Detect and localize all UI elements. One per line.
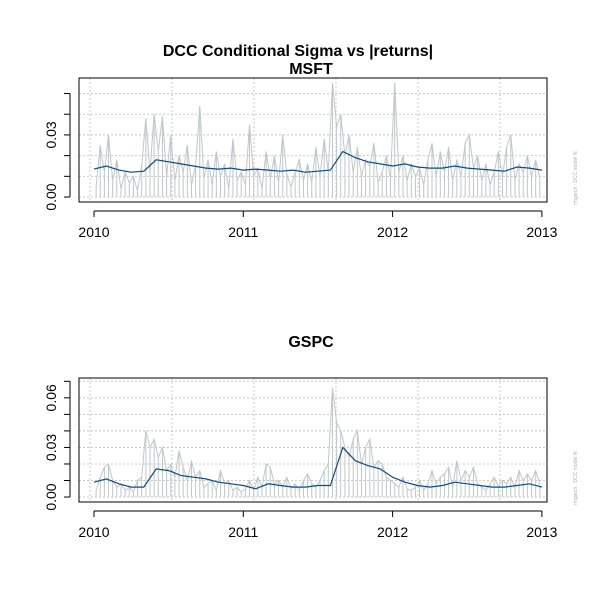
- y-tick-label: 0.03: [43, 121, 59, 148]
- plot-frame: [78, 77, 548, 203]
- x-tick-label: 2013: [526, 224, 557, 240]
- sigma-series: [93, 150, 542, 173]
- x-tick-label: 2010: [78, 524, 109, 540]
- abs-returns-series: [95, 387, 541, 494]
- panel-gspc: 0.00 0.03 0.06 2010 2011 2012 2013: [43, 377, 558, 540]
- x-tick-label: 2012: [377, 224, 408, 240]
- x-tick-label: 2012: [377, 524, 408, 540]
- y-tick-label: 0.06: [43, 384, 59, 411]
- x-tick-label: 2010: [78, 224, 109, 240]
- x-tick-label: 2011: [228, 224, 258, 240]
- y-tick-label: 0.03: [43, 434, 59, 461]
- x-tick-label: 2013: [526, 524, 557, 540]
- abs-returns-series: [95, 83, 541, 191]
- panel-title-gspc: GSPC: [288, 334, 334, 351]
- panel-msft: 0.00 0.03 2010 2011 2012 2013: [43, 77, 558, 240]
- y-tick-label: 0.00: [43, 483, 59, 510]
- sigma-series: [93, 446, 543, 490]
- side-note-gspc: rmgarch : DCC model fit: [573, 451, 579, 505]
- y-tick-label: 0.00: [43, 183, 59, 210]
- x-tick-label: 2011: [228, 524, 258, 540]
- chart-title: DCC Conditional Sigma vs |returns|: [163, 43, 433, 60]
- panel-title-msft: MSFT: [289, 61, 333, 78]
- plot-frame: [78, 377, 548, 503]
- side-note-msft: rmgarch : DCC model fit: [573, 151, 579, 205]
